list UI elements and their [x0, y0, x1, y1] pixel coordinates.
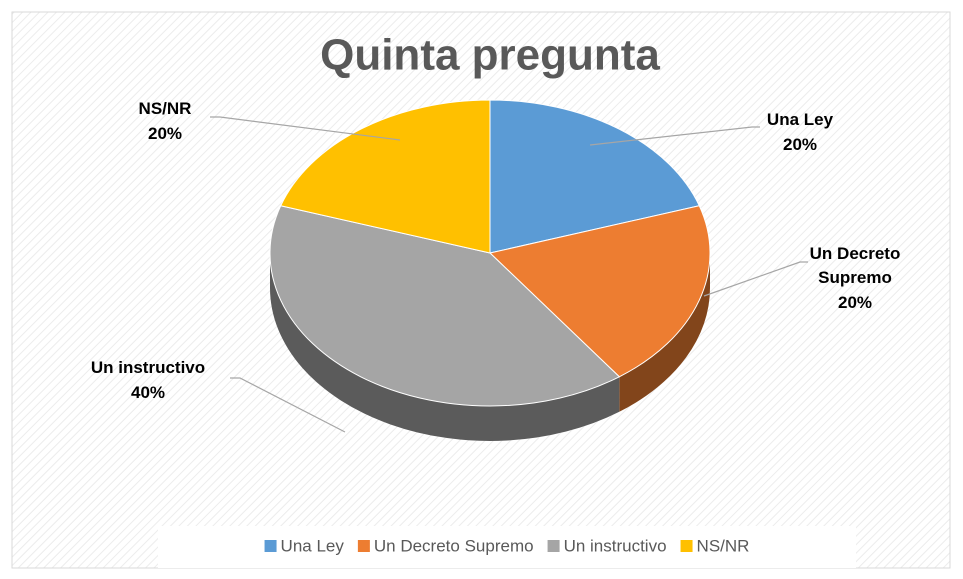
- pie-slice: [269, 205, 621, 407]
- data-label-value: 20%: [838, 293, 872, 312]
- data-label-name: Una Ley: [767, 110, 834, 129]
- data-label: Una Ley 20%: [767, 110, 834, 154]
- data-label: Un instructivo 40%: [91, 358, 205, 402]
- data-label-value: 20%: [783, 135, 817, 154]
- pie-slice: [489, 99, 700, 254]
- leader-line: [703, 261, 808, 297]
- data-label-name-line: Supremo: [818, 268, 892, 287]
- data-label-name: Un Decreto Supremo: [810, 244, 901, 287]
- data-label-value: 40%: [131, 383, 165, 402]
- legend-swatch: [357, 540, 370, 552]
- data-label-name: NS/NR: [139, 99, 192, 118]
- legend-label: Una Ley: [281, 536, 345, 555]
- chart-title: Quinta pregunta: [320, 31, 660, 80]
- leader-line: [210, 116, 401, 141]
- pie-slice: [280, 99, 491, 254]
- data-label-name-line: Un Decreto: [810, 244, 901, 263]
- data-label-value: 20%: [148, 124, 182, 143]
- data-label: NS/NR 20%: [139, 99, 192, 143]
- legend-label: Un instructivo: [564, 536, 667, 555]
- legend-swatch: [264, 540, 277, 552]
- pie-side: [619, 253, 710, 412]
- legend-swatch: [547, 540, 560, 552]
- pie-slice: [488, 205, 711, 378]
- data-label: Un Decreto Supremo 20%: [810, 244, 901, 312]
- legend-swatch: [680, 540, 693, 552]
- pie-side: [270, 253, 620, 441]
- leader-line: [589, 126, 760, 146]
- legend-label: NS/NR: [697, 536, 750, 555]
- leader-line: [230, 377, 346, 433]
- legend-label: Un Decreto Supremo: [374, 536, 534, 555]
- legend: Una Ley Un Decreto Supremo Un instructivo N…: [264, 536, 750, 555]
- data-label-name: Un instructivo: [91, 358, 205, 377]
